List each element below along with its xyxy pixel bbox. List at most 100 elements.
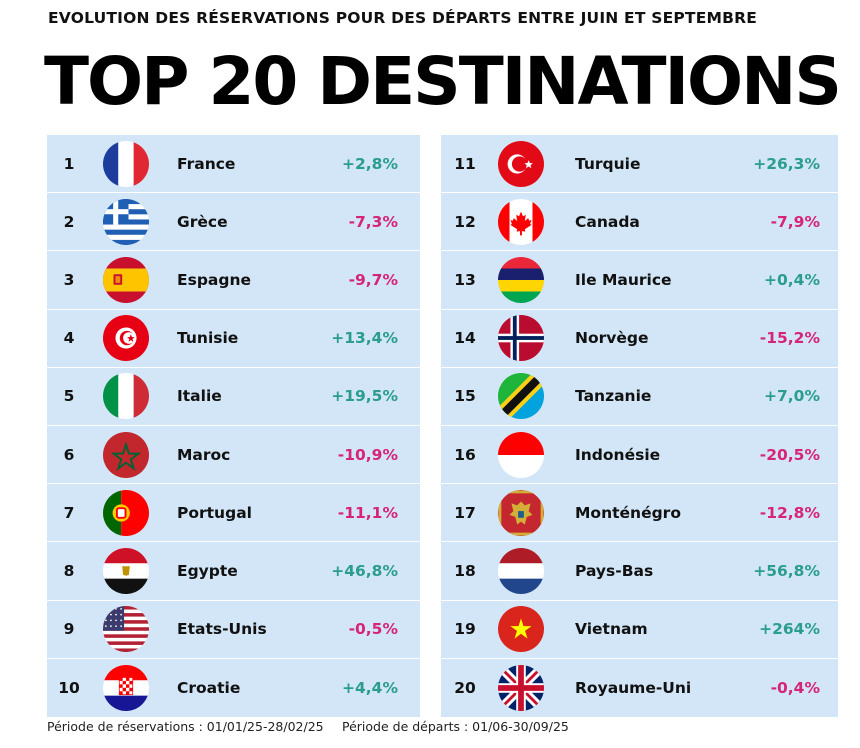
uk-flag-icon [498, 664, 544, 711]
destination-row: 4 Tunisie +13,4% [47, 310, 420, 368]
change-value: +26,3% [753, 154, 820, 173]
canada-flag-icon [498, 198, 544, 245]
country-name: Norvège [575, 329, 649, 348]
tanzania-flag-icon [498, 373, 544, 420]
turkey-flag-icon [498, 140, 544, 187]
rank-number: 12 [454, 212, 476, 231]
rank-number: 10 [58, 678, 80, 697]
rank-number: 14 [454, 329, 476, 348]
destination-row: 9 Etats-Unis -0,5% [47, 601, 420, 659]
destination-row: 13 Ile Maurice +0,4% [441, 251, 838, 310]
change-value: +2,8% [342, 154, 398, 173]
country-name: Ile Maurice [575, 270, 672, 289]
country-name: Vietnam [575, 620, 648, 639]
rank-number: 9 [63, 620, 75, 639]
france-flag-icon [103, 140, 149, 187]
country-name: Italie [177, 387, 222, 406]
country-name: Turquie [575, 154, 641, 173]
ranking-panel-right: 11 Turquie +26,3% 12 Canada -7,9% 13 Ile Mauric… [441, 135, 838, 717]
destination-row: 1 France +2,8% [47, 135, 420, 194]
rank-number: 3 [63, 270, 75, 289]
destination-row: 20 Royaume-Uni -0,4% [441, 659, 838, 717]
rank-number: 2 [63, 212, 75, 231]
destination-row: 10 Croatie +4,4% [47, 659, 420, 717]
country-name: France [177, 154, 236, 173]
change-value: +56,8% [753, 561, 820, 580]
rank-number: 1 [63, 154, 75, 173]
morocco-flag-icon [103, 431, 149, 478]
rank-number: 4 [63, 329, 75, 348]
destination-row: 16 Indonésie -20,5% [441, 426, 838, 485]
country-name: Maroc [177, 445, 231, 464]
change-value: -0,4% [770, 678, 820, 697]
country-name: Royaume-Uni [575, 678, 692, 697]
destination-row: 3 Espagne -9,7% [47, 251, 420, 310]
change-value: -15,2% [759, 329, 820, 348]
rank-number: 6 [63, 445, 75, 464]
destination-row: 2 Grèce -7,3% [47, 193, 420, 252]
destination-row: 5 Italie +19,5% [47, 368, 420, 426]
rank-number: 17 [454, 503, 476, 522]
change-value: -20,5% [759, 445, 820, 464]
country-name: Grèce [177, 212, 228, 231]
country-name: Espagne [177, 270, 252, 289]
croatia-flag-icon [103, 664, 149, 711]
change-value: -7,3% [348, 212, 398, 231]
country-name: Tunisie [177, 329, 239, 348]
change-value: +264% [759, 620, 820, 639]
chart-title: TOP 20 DESTINATIONS [44, 43, 842, 120]
rank-number: 8 [63, 561, 75, 580]
ranking-panel-left: 1 France +2,8% 2 Grèce -7,3% 3 Espagne -9,7% 4 Tun… [47, 135, 420, 717]
country-name: Egypte [177, 561, 238, 580]
destination-row: 14 Norvège -15,2% [441, 310, 838, 368]
country-name: Indonésie [575, 445, 661, 464]
country-name: Tanzanie [575, 387, 652, 406]
change-value: +7,0% [764, 387, 820, 406]
change-value: -9,7% [348, 270, 398, 289]
spain-flag-icon [103, 256, 149, 303]
greece-flag-icon [103, 198, 149, 245]
rank-number: 16 [454, 445, 476, 464]
change-value: +0,4% [764, 270, 820, 289]
montenegro-flag-icon [498, 489, 544, 536]
rank-number: 15 [454, 387, 476, 406]
departure-period-note: Période de départs : 01/06-30/09/25 [342, 719, 569, 734]
rank-number: 19 [454, 620, 476, 639]
country-name: Monténégro [575, 503, 681, 522]
usa-flag-icon [103, 606, 149, 653]
rank-number: 20 [454, 678, 476, 697]
norway-flag-icon [498, 315, 544, 362]
netherlands-flag-icon [498, 547, 544, 594]
country-name: Portugal [177, 503, 252, 522]
country-name: Canada [575, 212, 640, 231]
change-value: -11,1% [337, 503, 398, 522]
booking-period-note: Période de réservations : 01/01/25-28/02… [47, 719, 324, 734]
destination-row: 19 Vietnam +264% [441, 601, 838, 659]
change-value: +13,4% [331, 329, 398, 348]
rank-number: 11 [454, 154, 476, 173]
tunisia-flag-icon [103, 315, 149, 362]
country-name: Etats-Unis [177, 620, 267, 639]
mauritius-flag-icon [498, 256, 544, 303]
destination-row: 18 Pays-Bas +56,8% [441, 542, 838, 601]
destination-row: 12 Canada -7,9% [441, 193, 838, 252]
country-name: Croatie [177, 678, 241, 697]
destination-row: 15 Tanzanie +7,0% [441, 368, 838, 426]
chart-subtitle: EVOLUTION DES RÉSERVATIONS POUR DES DÉPA… [48, 9, 758, 27]
country-name: Pays-Bas [575, 561, 654, 580]
change-value: -7,9% [770, 212, 820, 231]
change-value: +19,5% [331, 387, 398, 406]
destination-row: 8 Egypte +46,8% [47, 542, 420, 601]
change-value: -0,5% [348, 620, 398, 639]
egypt-flag-icon [103, 547, 149, 594]
change-value: +4,4% [342, 678, 398, 697]
destination-row: 11 Turquie +26,3% [441, 135, 838, 194]
destination-row: 17 Monténégro -12,8% [441, 484, 838, 543]
indonesia-flag-icon [498, 431, 544, 478]
destination-row: 7 Portugal -11,1% [47, 484, 420, 543]
rank-number: 13 [454, 270, 476, 289]
vietnam-flag-icon [498, 606, 544, 653]
change-value: -10,9% [337, 445, 398, 464]
rank-number: 7 [63, 503, 75, 522]
italy-flag-icon [103, 373, 149, 420]
